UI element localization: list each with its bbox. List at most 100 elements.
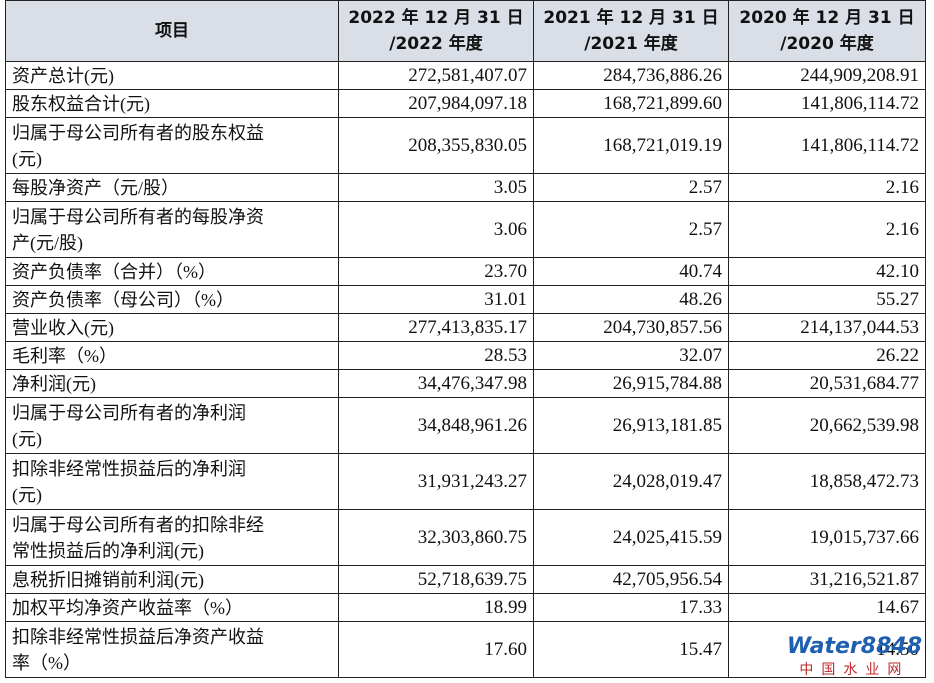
value-cell: 284,736,886.26	[533, 61, 729, 90]
label-line: 归属于母公司所有者的股东权益	[12, 122, 264, 143]
row-label: 资产负债率（母公司）（%）	[5, 285, 339, 314]
row-label: 资产负债率（合并）（%）	[5, 257, 339, 286]
data-row: 归属于母公司所有者的股东权益 (元) 208,355,830.05 168,721,0…	[5, 117, 926, 174]
label-line: (元)	[12, 148, 42, 169]
data-row: 扣除非经常性损益后的净利润 (元) 31,931,243.27 24,028,019.…	[5, 453, 926, 510]
value-cell: 28.53	[338, 341, 534, 370]
value-cell: 20,531,684.77	[728, 369, 926, 398]
label-line: 扣除非经常性损益后的净利润	[12, 458, 246, 479]
value-cell: 18.99	[338, 593, 534, 622]
value-cell: 32,303,860.75	[338, 509, 534, 566]
row-label: 资产总计(元)	[5, 61, 339, 90]
value-cell: 2.16	[728, 173, 926, 202]
label-line: 毛利率（%）	[12, 345, 117, 366]
value-cell: 18,858,472.73	[728, 453, 926, 510]
value-cell: 20,662,539.98	[728, 397, 926, 454]
row-label: 每股净资产（元/股）	[5, 173, 339, 202]
label-line: 每股净资产（元/股）	[12, 177, 180, 198]
value-cell: 15.47	[533, 621, 729, 678]
label-line: 扣除非经常性损益后净资产收益	[12, 626, 264, 647]
value-cell: 24,028,019.47	[533, 453, 729, 510]
value-cell: 26,913,181.85	[533, 397, 729, 454]
header-line: /2021 年度	[584, 34, 678, 54]
watermark-brand: Water8848	[786, 634, 922, 659]
data-row: 股东权益合计(元) 207,984,097.18 168,721,899.60 141…	[5, 89, 926, 118]
row-label: 营业收入(元)	[5, 313, 339, 342]
value-cell: 23.70	[338, 257, 534, 286]
row-label: 归属于母公司所有者的扣除非经 常性损益后的净利润(元)	[5, 509, 339, 566]
value-cell: 208,355,830.05	[338, 117, 534, 174]
value-cell: 3.06	[338, 201, 534, 258]
row-label: 加权平均净资产收益率（%）	[5, 593, 339, 622]
header-cell: 项目	[5, 0, 339, 62]
header-cell: 2020 年 12 月 31 日/2020 年度	[728, 0, 926, 62]
value-cell: 34,476,347.98	[338, 369, 534, 398]
label-line: 归属于母公司所有者的扣除非经	[12, 514, 264, 535]
value-cell: 19,015,737.66	[728, 509, 926, 566]
financial-table: 项目 2022 年 12 月 31 日/2022 年度 2021 年 12 月 31…	[5, 0, 926, 678]
label-line: 归属于母公司所有者的净利润	[12, 402, 246, 423]
data-row: 净利润(元) 34,476,347.98 26,915,784.88 20,531,6…	[5, 369, 926, 398]
row-label: 归属于母公司所有者的每股净资 产(元/股)	[5, 201, 339, 258]
data-row: 扣除非经常性损益后净资产收益 率（%） 17.60 15.47 14.50	[5, 621, 926, 678]
value-cell: 207,984,097.18	[338, 89, 534, 118]
label-line: 息税折旧摊销前利润(元)	[12, 569, 204, 590]
watermark: Water8848 中国水业网	[787, 634, 922, 679]
value-cell: 2.57	[533, 201, 729, 258]
value-cell: 3.05	[338, 173, 534, 202]
value-cell: 17.33	[533, 593, 729, 622]
value-cell: 48.26	[533, 285, 729, 314]
value-cell: 24,025,415.59	[533, 509, 729, 566]
data-row: 每股净资产（元/股） 3.05 2.57 2.16	[5, 173, 926, 202]
value-cell: 141,806,114.72	[728, 89, 926, 118]
value-cell: 31,931,243.27	[338, 453, 534, 510]
row-label: 扣除非经常性损益后净资产收益 率（%）	[5, 621, 339, 678]
value-cell: 42.10	[728, 257, 926, 286]
header-line: /2020 年度	[780, 34, 874, 54]
data-row: 资产总计(元) 272,581,407.07 284,736,886.26 244,9…	[5, 61, 926, 90]
value-cell: 40.74	[533, 257, 729, 286]
header-row: 项目 2022 年 12 月 31 日/2022 年度 2021 年 12 月 31…	[5, 0, 926, 62]
header-cell: 2021 年 12 月 31 日/2021 年度	[533, 0, 729, 62]
value-cell: 34,848,961.26	[338, 397, 534, 454]
data-row: 资产负债率（母公司）（%） 31.01 48.26 55.27	[5, 285, 926, 314]
header-line: 2021 年 12 月 31 日	[543, 8, 719, 28]
value-cell: 14.67	[728, 593, 926, 622]
label-line: 加权平均净资产收益率（%）	[12, 597, 243, 618]
value-cell: 277,413,835.17	[338, 313, 534, 342]
data-row: 加权平均净资产收益率（%） 18.99 17.33 14.67	[5, 593, 926, 622]
label-line: 资产总计(元)	[12, 65, 114, 86]
value-cell: 141,806,114.72	[728, 117, 926, 174]
value-cell: 52,718,639.75	[338, 565, 534, 594]
label-line: (元)	[12, 484, 42, 505]
row-label: 股东权益合计(元)	[5, 89, 339, 118]
data-row: 营业收入(元) 277,413,835.17 204,730,857.56 214,1…	[5, 313, 926, 342]
header-cell: 2022 年 12 月 31 日/2022 年度	[338, 0, 534, 62]
row-label: 扣除非经常性损益后的净利润 (元)	[5, 453, 339, 510]
label-line: 产(元/股)	[12, 232, 83, 253]
header-line: /2022 年度	[389, 34, 483, 54]
row-label: 息税折旧摊销前利润(元)	[5, 565, 339, 594]
value-cell: 204,730,857.56	[533, 313, 729, 342]
label-line: 归属于母公司所有者的每股净资	[12, 206, 264, 227]
value-cell: 2.57	[533, 173, 729, 202]
header-line: 项目	[155, 21, 189, 41]
value-cell: 244,909,208.91	[728, 61, 926, 90]
label-line: (元)	[12, 428, 42, 449]
value-cell: 31,216,521.87	[728, 565, 926, 594]
data-row: 毛利率（%） 28.53 32.07 26.22	[5, 341, 926, 370]
value-cell: 272,581,407.07	[338, 61, 534, 90]
row-label: 净利润(元)	[5, 369, 339, 398]
label-line: 率（%）	[12, 652, 81, 673]
row-label: 归属于母公司所有者的股东权益 (元)	[5, 117, 339, 174]
value-cell: 26,915,784.88	[533, 369, 729, 398]
label-line: 资产负债率（合并）（%）	[12, 261, 216, 282]
label-line: 净利润(元)	[12, 373, 96, 394]
label-line: 资产负债率（母公司）（%）	[12, 289, 234, 310]
value-cell: 168,721,899.60	[533, 89, 729, 118]
value-cell: 168,721,019.19	[533, 117, 729, 174]
value-cell: 14.50	[728, 621, 926, 678]
row-label: 毛利率（%）	[5, 341, 339, 370]
value-cell: 2.16	[728, 201, 926, 258]
